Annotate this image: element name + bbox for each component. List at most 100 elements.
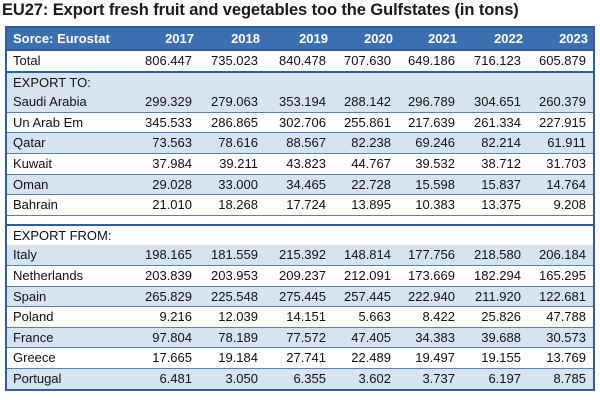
table-cell: 279.063 [199, 92, 265, 113]
table-cell: 17.665 [123, 347, 199, 369]
table-cell: 288.142 [333, 92, 398, 113]
table-cell: 82.214 [462, 132, 528, 154]
source-label: Sorce: Eurostat [6, 27, 123, 51]
total-row: Total 806.447 735.023 840.478 707.630 649.186… [6, 50, 594, 73]
table-cell: 18.268 [199, 194, 265, 216]
table-cell: 260.379 [528, 92, 594, 113]
table-cell: 97.804 [123, 327, 199, 349]
table-cell: 29.028 [123, 174, 199, 196]
table-cell: 122.681 [528, 286, 594, 308]
table-cell: 14.151 [265, 306, 333, 328]
year-header: 2018 [199, 27, 265, 51]
table-cell: 10.383 [398, 194, 462, 216]
table-cell: 77.572 [265, 327, 333, 349]
row-label: Spain [6, 286, 123, 308]
table-cell: 218.580 [462, 245, 528, 266]
table-row: Portugal 6.481 3.050 6.355 3.602 3.737 6.197 8.… [6, 368, 594, 390]
table-cell: 182.294 [462, 265, 528, 287]
table-cell: 30.573 [528, 327, 594, 349]
table-cell: 148.814 [333, 245, 398, 266]
table-cell: 275.445 [265, 286, 333, 308]
table-cell: 3.737 [398, 368, 462, 390]
row-label: France [6, 327, 123, 349]
section-label: EXPORT TO: [6, 71, 594, 93]
table-cell: 73.563 [123, 132, 199, 154]
table-row: Qatar 73.563 78.616 88.567 82.238 69.246 82.21… [6, 132, 594, 154]
table-cell: 39.211 [199, 153, 265, 175]
table-cell: 17.724 [265, 194, 333, 216]
table-cell: 31.703 [528, 153, 594, 175]
table-cell: 353.194 [265, 92, 333, 113]
table-cell: 19.184 [199, 347, 265, 369]
table-row: Saudi Arabia 299.329 279.063 353.194 288.142… [6, 92, 594, 113]
table-cell: 3.050 [199, 368, 265, 390]
table-cell: 9.216 [123, 306, 199, 328]
table-cell: 261.334 [462, 112, 528, 134]
table-cell: 39.688 [462, 327, 528, 349]
table-cell: 735.023 [199, 50, 265, 73]
table-row: Bahrain 21.010 18.268 17.724 13.895 10.383 13.… [6, 194, 594, 216]
table-cell: 61.911 [528, 132, 594, 154]
table-cell: 21.010 [123, 194, 199, 216]
row-label: Italy [6, 245, 123, 266]
table-cell: 255.861 [333, 112, 398, 134]
table-cell: 302.706 [265, 112, 333, 134]
table-cell: 203.839 [123, 265, 199, 287]
table-cell: 69.246 [398, 132, 462, 154]
table-cell: 8.422 [398, 306, 462, 328]
table-cell: 304.651 [462, 92, 528, 113]
chart-title: EU27: Export fresh fruit and vegetables … [2, 1, 519, 19]
spacer-row [6, 215, 594, 226]
table-cell: 33.000 [199, 174, 265, 196]
year-header: 2020 [333, 27, 398, 51]
table-cell: 605.879 [528, 50, 594, 73]
table-cell: 212.091 [333, 265, 398, 287]
table-cell: 8.785 [528, 368, 594, 390]
table-cell: 649.186 [398, 50, 462, 73]
table-cell: 165.295 [528, 265, 594, 287]
export-table: Sorce: Eurostat 2017 2018 2019 2020 2021 2022 2… [5, 26, 595, 391]
table-cell: 44.767 [333, 153, 398, 175]
row-label: Un Arab Em [6, 112, 123, 134]
table-cell: 47.405 [333, 327, 398, 349]
table-cell: 299.329 [123, 92, 199, 113]
table-cell: 43.823 [265, 153, 333, 175]
table-cell: 13.895 [333, 194, 398, 216]
table-row: Greece 17.665 19.184 27.741 22.489 19.497 19.1… [6, 347, 594, 369]
table-cell: 296.789 [398, 92, 462, 113]
year-header: 2019 [265, 27, 333, 51]
table-cell: 198.165 [123, 245, 199, 266]
table-cell: 345.533 [123, 112, 199, 134]
table-cell: 12.039 [199, 306, 265, 328]
table-cell: 6.355 [265, 368, 333, 390]
table-cell: 215.392 [265, 245, 333, 266]
table-cell: 6.197 [462, 368, 528, 390]
table-cell: 211.920 [462, 286, 528, 308]
table-cell: 840.478 [265, 50, 333, 73]
table-cell: 47.788 [528, 306, 594, 328]
table-cell: 15.598 [398, 174, 462, 196]
table-cell: 806.447 [123, 50, 199, 73]
row-label: Saudi Arabia [6, 92, 123, 113]
spacer-cell [6, 215, 594, 226]
table-cell: 88.567 [265, 132, 333, 154]
table-cell: 19.497 [398, 347, 462, 369]
table-cell: 78.189 [199, 327, 265, 349]
year-header: 2023 [528, 27, 594, 51]
table-cell: 217.639 [398, 112, 462, 134]
table-cell: 6.481 [123, 368, 199, 390]
row-label: Netherlands [6, 265, 123, 287]
table-cell: 25.826 [462, 306, 528, 328]
table-row: Poland 9.216 12.039 14.151 5.663 8.422 25.826 4… [6, 306, 594, 328]
table-cell: 181.559 [199, 245, 265, 266]
row-label: Greece [6, 347, 123, 369]
table-cell: 82.238 [333, 132, 398, 154]
table-row: Italy 198.165 181.559 215.392 148.814 177.756… [6, 245, 594, 266]
table-row: France 97.804 78.189 77.572 47.405 34.383 39.6… [6, 327, 594, 349]
table-cell: 222.940 [398, 286, 462, 308]
table-row: Kuwait 37.984 39.211 43.823 44.767 39.532 38.7… [6, 153, 594, 175]
table-row: Spain 265.829 225.548 275.445 257.445 222.940… [6, 286, 594, 308]
table-cell: 37.984 [123, 153, 199, 175]
row-label: Portugal [6, 368, 123, 390]
